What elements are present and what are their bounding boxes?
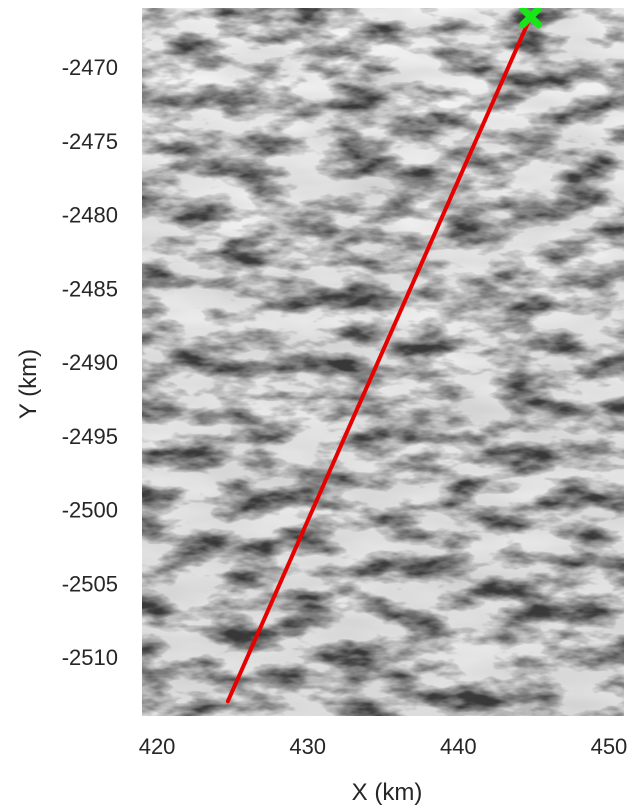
- track-series: [225, 8, 543, 704]
- y-tick-label: -2475: [62, 129, 118, 154]
- y-tick-label: -2505: [62, 571, 118, 596]
- x-tick-label: 420: [139, 734, 176, 759]
- start-point-marker: [519, 8, 543, 29]
- y-axis-ticks: -2470 -2475 -2480 -2485 -2490 -2495 -2500 -2505…: [62, 55, 118, 670]
- y-tick-label: -2500: [62, 498, 118, 523]
- x-tick-label: 450: [591, 734, 628, 759]
- track-line: [225, 14, 533, 704]
- x-axis-ticks: 420 430 440 450: [139, 734, 628, 759]
- y-tick-label: -2490: [62, 350, 118, 375]
- y-tick-label: -2480: [62, 203, 118, 228]
- rock-outcrops: [142, 8, 624, 716]
- y-tick-label: -2470: [62, 55, 118, 80]
- y-axis-label: Y (km): [15, 349, 42, 419]
- x-axis-label: X (km): [352, 779, 423, 806]
- y-tick-label: -2510: [62, 645, 118, 670]
- x-tick-label: 430: [289, 734, 326, 759]
- y-tick-label: -2495: [62, 424, 118, 449]
- y-tick-label: -2485: [62, 276, 118, 301]
- map-image-area: [142, 8, 624, 716]
- x-tick-label: 440: [440, 734, 477, 759]
